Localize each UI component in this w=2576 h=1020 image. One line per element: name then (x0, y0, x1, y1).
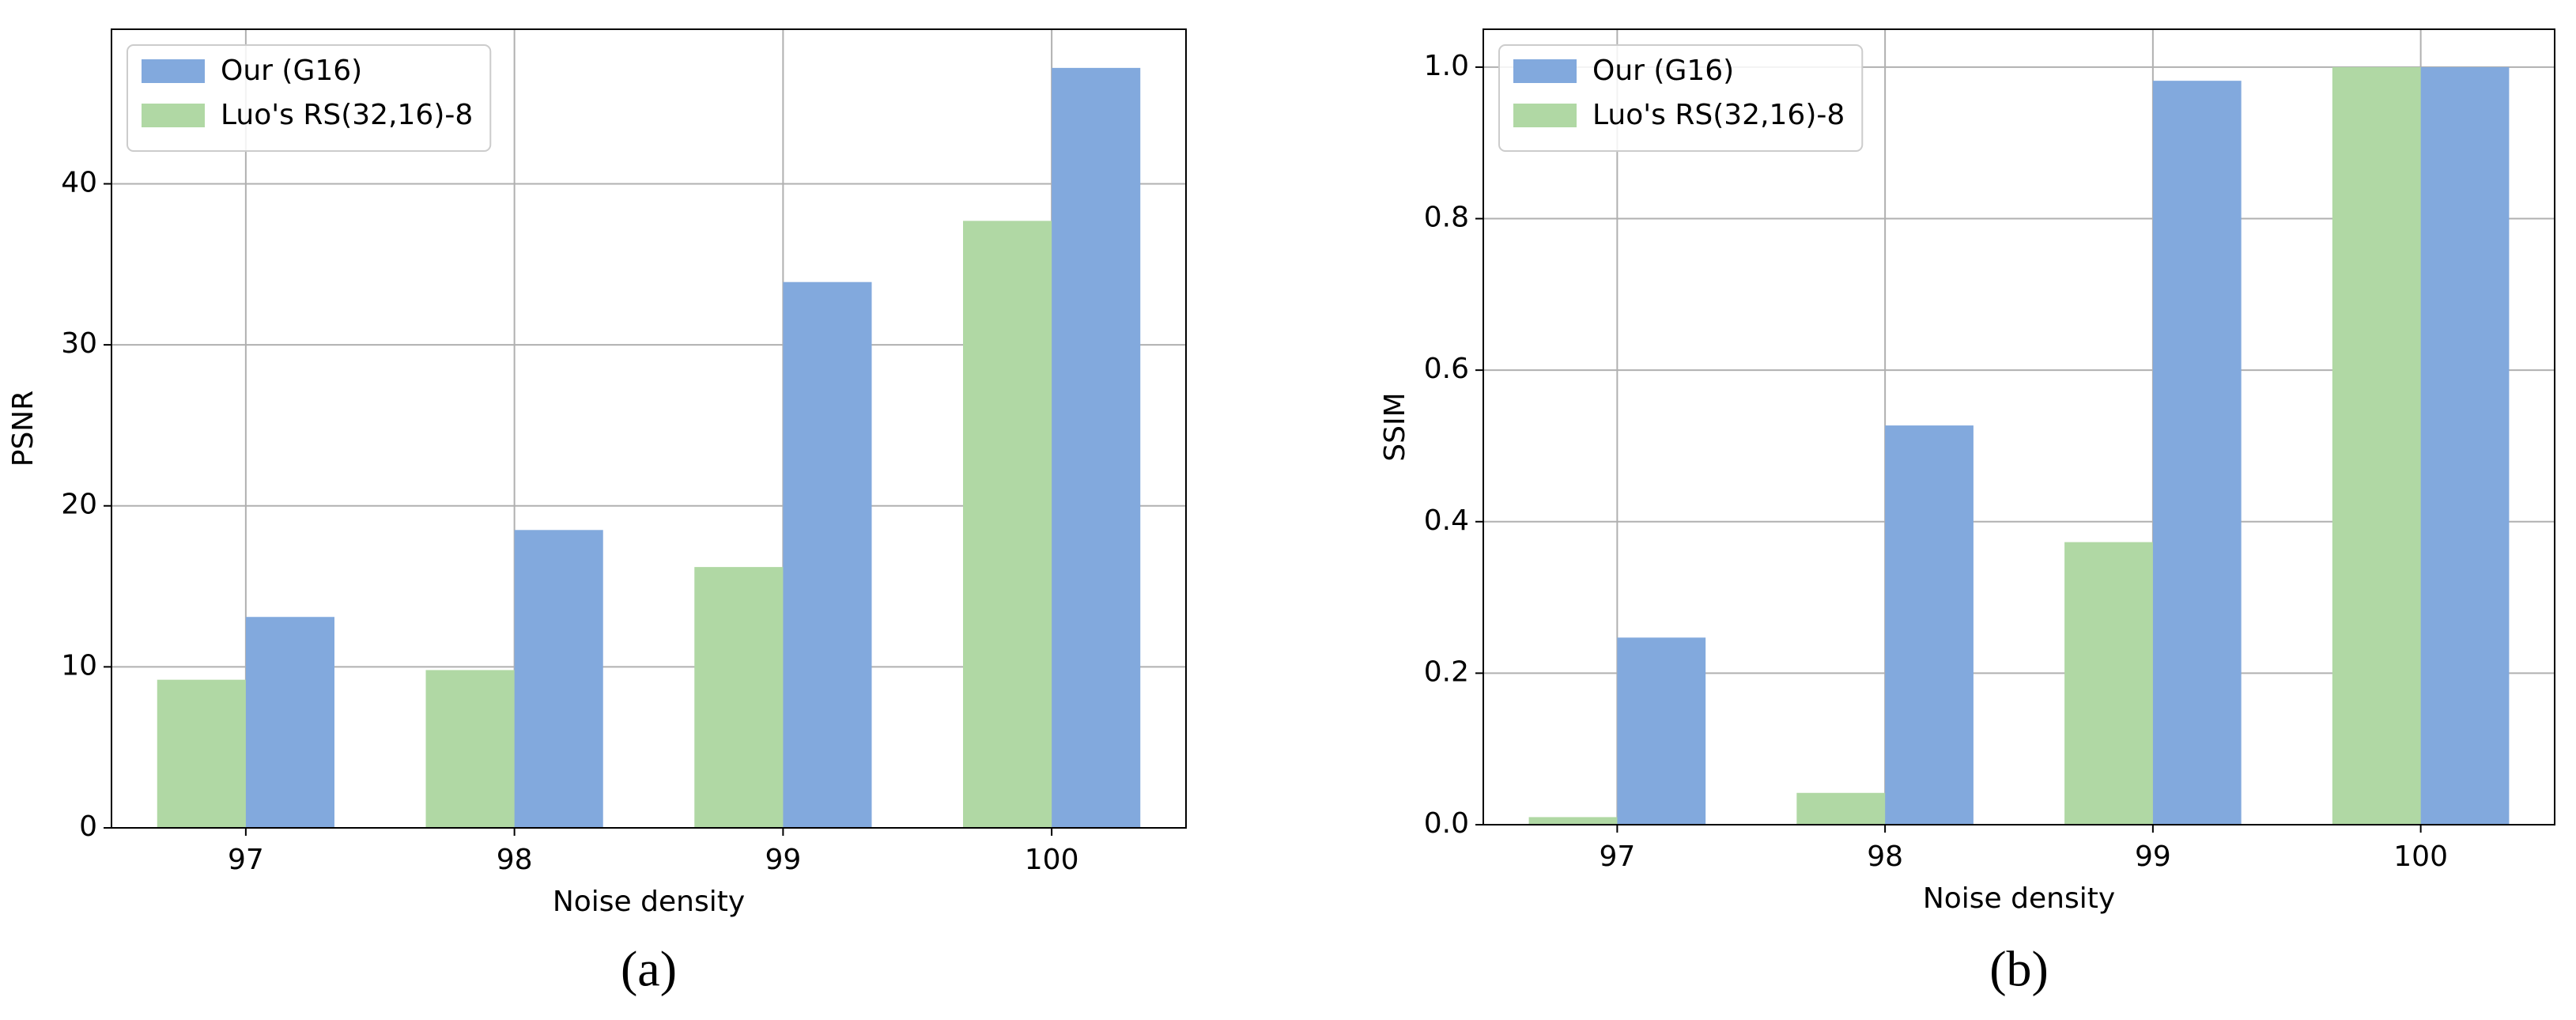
legend-frame (1498, 44, 1864, 152)
y-tick-label: 20 (61, 489, 97, 521)
bar (157, 679, 246, 828)
bar (514, 530, 603, 828)
x-axis-label: Noise density (1923, 882, 2115, 915)
x-tick-label: 99 (2135, 841, 2171, 873)
y-tick-label: 0.0 (1424, 807, 1469, 840)
axes-frame (111, 28, 1187, 829)
legend-label: Luo's RS(32,16)-8 (221, 99, 473, 131)
y-tick-label: 30 (61, 327, 97, 360)
x-axis-label: Noise density (553, 886, 745, 918)
bar (2420, 66, 2510, 825)
x-tick-label: 98 (497, 844, 533, 876)
bar (2332, 66, 2421, 825)
axes-frame (1483, 28, 2555, 825)
legend-swatch (1513, 104, 1577, 127)
legend-frame (127, 44, 492, 152)
bar (2152, 81, 2242, 825)
y-tick-label: 0.4 (1424, 504, 1469, 537)
y-tick-label: 10 (61, 649, 97, 682)
bar (2064, 542, 2153, 825)
y-tick-label: 0.2 (1424, 655, 1469, 688)
y-tick-label: 0.6 (1424, 353, 1469, 385)
y-tick-label: 1.0 (1424, 50, 1469, 82)
bar (1796, 792, 1886, 825)
bar (783, 281, 872, 828)
bar (425, 670, 515, 828)
x-tick-label: 97 (228, 844, 264, 876)
y-tick-label: 0 (79, 810, 97, 843)
bar (1617, 637, 1706, 825)
bar (694, 567, 784, 828)
bar (963, 221, 1052, 828)
legend-label: Our (G16) (1592, 55, 1734, 87)
y-axis-label: SSIM (1379, 392, 1411, 461)
legend-swatch (142, 104, 205, 127)
bar (245, 617, 334, 828)
caption: (a) (621, 941, 677, 997)
chart: 0.0 0.2 0.4 0.6 0.8 1.0 97 98 99 100 Noise density… (1379, 28, 2555, 997)
bar (1052, 67, 1141, 828)
y-tick-label: 0.8 (1424, 202, 1469, 234)
chart: 0 10 20 30 40 97 98 99 100 Noise density PSNR (a) Ou… (7, 28, 1187, 997)
x-tick-label: 98 (1867, 841, 1903, 873)
x-tick-label: 99 (765, 844, 801, 876)
x-tick-label: 97 (1599, 841, 1635, 873)
caption: (b) (1989, 941, 2049, 997)
legend-label: Our (G16) (221, 55, 362, 87)
y-tick-label: 40 (61, 166, 97, 198)
x-tick-label: 100 (2393, 841, 2448, 873)
bar (1528, 817, 1618, 825)
legend-swatch (1513, 59, 1577, 83)
x-tick-label: 100 (1025, 844, 1079, 876)
legend-swatch (142, 59, 205, 83)
y-axis-label: PSNR (7, 391, 40, 467)
legend: Our (G16) Luo's RS(32,16)-8 (1498, 44, 1864, 152)
bar (1885, 425, 1974, 825)
legend-label: Luo's RS(32,16)-8 (1592, 99, 1845, 131)
legend: Our (G16) Luo's RS(32,16)-8 (127, 44, 492, 152)
